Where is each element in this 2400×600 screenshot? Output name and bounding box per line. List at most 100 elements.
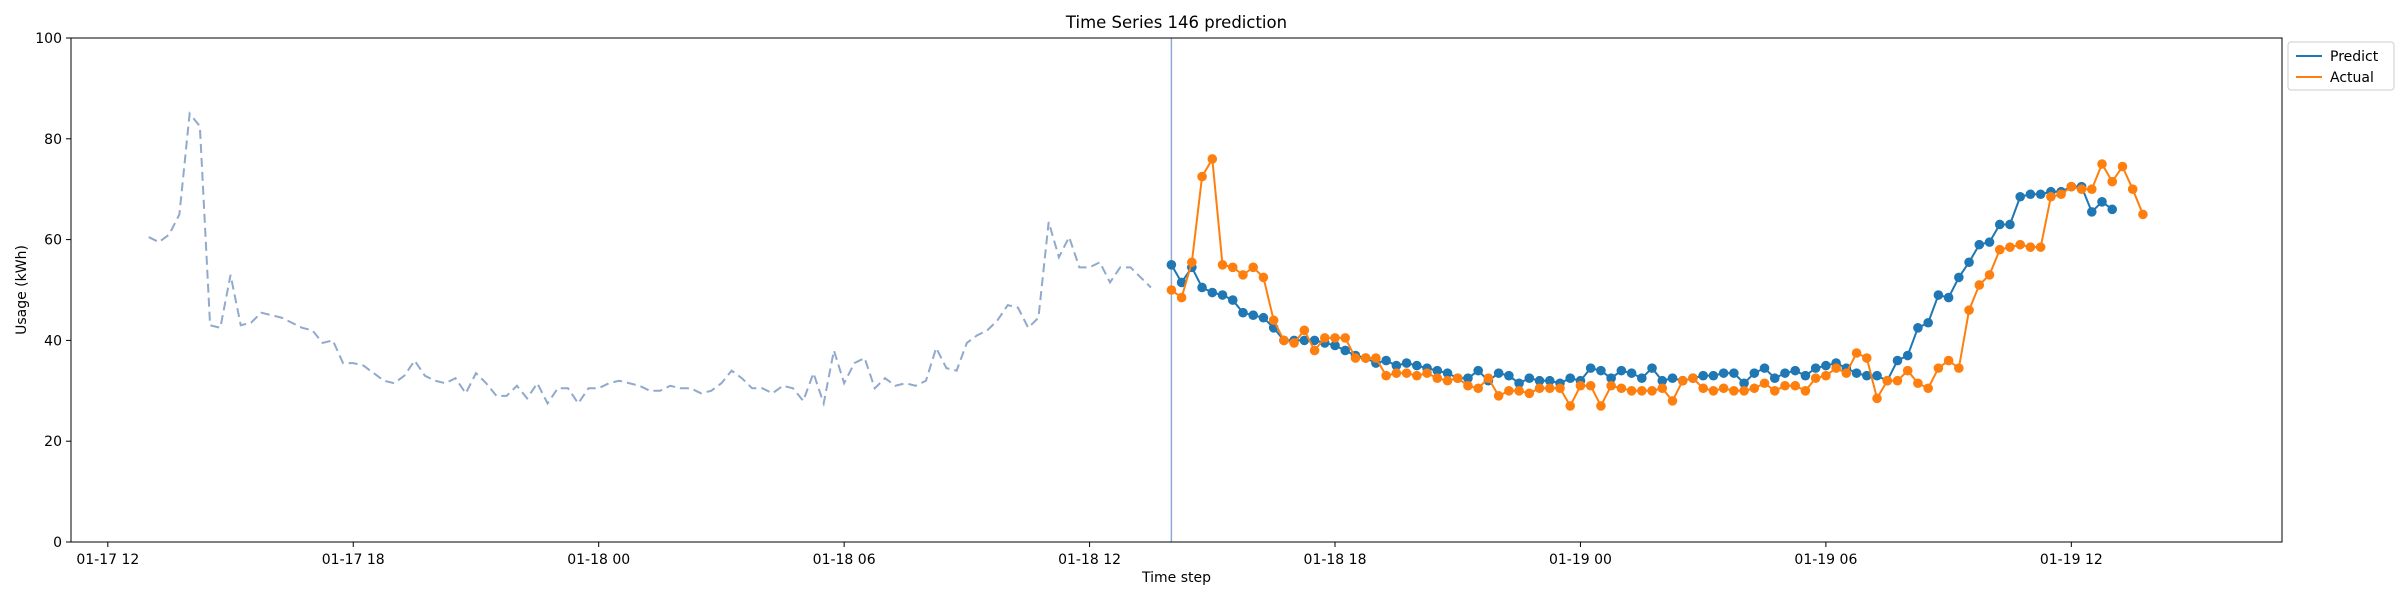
actual-point bbox=[1166, 285, 1177, 295]
predict-point bbox=[1974, 239, 1985, 250]
actual-point bbox=[1330, 333, 1340, 343]
actual-point bbox=[1872, 393, 1882, 404]
predict-point bbox=[1933, 290, 1944, 300]
predict-point bbox=[1994, 219, 2005, 230]
actual-point bbox=[1207, 154, 1218, 164]
predict-point bbox=[1759, 363, 1770, 373]
predict-point bbox=[2097, 197, 2107, 207]
actual-point bbox=[1913, 378, 1923, 389]
predict-point bbox=[1299, 335, 1310, 346]
actual-point bbox=[2046, 191, 2056, 202]
actual-point bbox=[1248, 262, 1258, 273]
y-tick-label: 60 bbox=[44, 233, 62, 249]
predict-point bbox=[1391, 360, 1402, 371]
actual-point bbox=[2076, 184, 2087, 194]
predict-point bbox=[1248, 310, 1258, 321]
actual-point bbox=[1810, 373, 1821, 384]
actual-point bbox=[1350, 353, 1361, 363]
predict-point bbox=[1851, 368, 1862, 378]
x-tick-label: 01-19 12 bbox=[2040, 552, 2103, 568]
predict-point bbox=[1463, 373, 1473, 384]
actual-point bbox=[1452, 373, 1463, 384]
actual-point bbox=[1463, 380, 1473, 391]
actual-point bbox=[2056, 189, 2066, 200]
predict-point bbox=[1514, 378, 1524, 389]
predict-point bbox=[1954, 272, 1964, 283]
predict-point bbox=[1729, 368, 1739, 378]
predict-point bbox=[1626, 368, 1637, 378]
actual-point bbox=[1841, 368, 1852, 378]
predict-point bbox=[1207, 287, 1218, 298]
predict-point bbox=[1769, 373, 1780, 384]
y-axis-label: Usage (kWh) bbox=[14, 245, 30, 335]
predict-point bbox=[1800, 370, 1811, 381]
x-tick-label: 01-18 06 bbox=[813, 552, 876, 568]
predict-point bbox=[1657, 375, 1668, 386]
actual-point bbox=[1851, 348, 1862, 358]
actual-point bbox=[1984, 270, 1995, 280]
predict-point bbox=[1585, 363, 1596, 373]
actual-point bbox=[1279, 335, 1289, 346]
predict-point bbox=[1330, 340, 1340, 351]
predict-point bbox=[1913, 323, 1923, 333]
actual-point bbox=[1289, 338, 1299, 348]
actual-point bbox=[1688, 373, 1698, 384]
actual-point bbox=[1657, 383, 1668, 394]
predict-point bbox=[1708, 370, 1719, 381]
actual-point bbox=[1371, 353, 1381, 363]
predict-point bbox=[2107, 204, 2118, 215]
predict-point bbox=[1749, 368, 1760, 378]
predict-point bbox=[1892, 355, 1903, 366]
actual-point bbox=[1238, 270, 1248, 280]
actual-point bbox=[1923, 383, 1933, 394]
actual-point bbox=[1493, 391, 1504, 401]
actual-point bbox=[2025, 242, 2036, 252]
actual-point bbox=[1504, 386, 1514, 396]
actual-point bbox=[1954, 363, 1964, 373]
actual-point bbox=[1524, 388, 1535, 399]
predict-point bbox=[1964, 257, 1974, 268]
predict-point bbox=[1821, 360, 1831, 371]
actual-point bbox=[1360, 353, 1371, 363]
x-tick-label: 01-17 12 bbox=[76, 552, 139, 568]
predict-point bbox=[1667, 373, 1678, 384]
x-tick-label: 01-19 06 bbox=[1794, 552, 1857, 568]
predict-point bbox=[1176, 277, 1187, 288]
actual-point bbox=[1718, 383, 1729, 394]
actual-point bbox=[1412, 370, 1422, 381]
actual-point bbox=[1647, 386, 1657, 396]
predict-point bbox=[1432, 365, 1443, 376]
predict-point bbox=[1872, 370, 1882, 381]
actual-point bbox=[1677, 375, 1688, 386]
predict-point bbox=[1238, 307, 1248, 318]
actual-point bbox=[1555, 383, 1565, 394]
actual-point bbox=[1800, 386, 1811, 396]
actual-point bbox=[1432, 373, 1443, 384]
actual-point bbox=[2086, 184, 2097, 194]
plot-marks bbox=[148, 38, 2148, 542]
actual-point bbox=[1585, 380, 1596, 391]
y-tick-label: 40 bbox=[44, 333, 62, 349]
predict-point bbox=[2015, 191, 2025, 202]
actual-point bbox=[1729, 386, 1739, 396]
actual-point bbox=[2107, 176, 2118, 187]
x-tick-label: 01-17 18 bbox=[322, 552, 385, 568]
predict-point bbox=[1544, 375, 1555, 386]
actual-point bbox=[1544, 383, 1555, 394]
x-tick-label: 01-18 12 bbox=[1058, 552, 1121, 568]
actual-point bbox=[2127, 184, 2138, 194]
predict-point bbox=[1637, 373, 1647, 384]
predict-point bbox=[1616, 365, 1627, 376]
predict-point bbox=[1718, 368, 1729, 378]
predict-point bbox=[1596, 365, 1606, 376]
actual-point bbox=[1268, 315, 1279, 326]
actual-point bbox=[1964, 305, 1974, 315]
actual-point bbox=[1749, 383, 1760, 394]
actual-point bbox=[1831, 363, 1841, 373]
x-tick-label: 01-18 00 bbox=[567, 552, 630, 568]
actual-point bbox=[1176, 292, 1187, 303]
predict-point bbox=[1810, 363, 1821, 373]
predict-point bbox=[1565, 373, 1576, 384]
y-tick-label: 100 bbox=[35, 31, 62, 47]
